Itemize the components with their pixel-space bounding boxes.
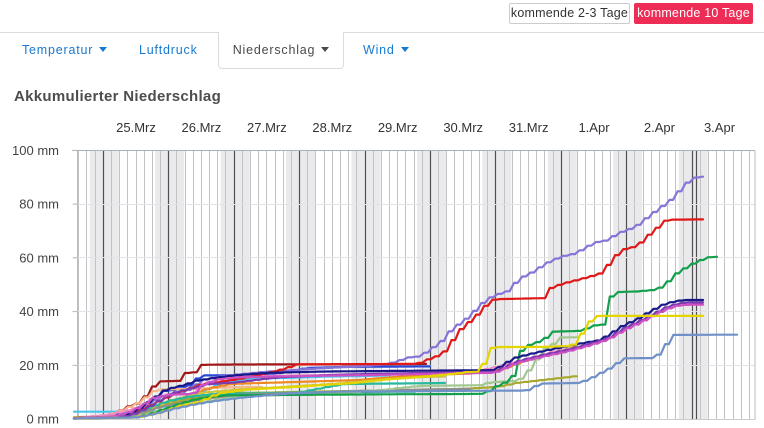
- svg-text:60 mm: 60 mm: [19, 250, 59, 265]
- svg-text:3.Apr: 3.Apr: [704, 120, 736, 135]
- svg-text:28.Mrz: 28.Mrz: [312, 120, 352, 135]
- svg-text:25.Mrz: 25.Mrz: [116, 120, 156, 135]
- svg-text:1.Apr: 1.Apr: [578, 120, 610, 135]
- svg-text:26.Mrz: 26.Mrz: [182, 120, 222, 135]
- svg-text:2.Apr: 2.Apr: [644, 120, 676, 135]
- svg-text:20 mm: 20 mm: [19, 358, 59, 373]
- svg-text:80 mm: 80 mm: [19, 197, 59, 212]
- svg-text:0 mm: 0 mm: [27, 412, 60, 427]
- svg-text:29.Mrz: 29.Mrz: [378, 120, 418, 135]
- svg-text:100 mm: 100 mm: [12, 143, 59, 158]
- svg-text:31.Mrz: 31.Mrz: [509, 120, 549, 135]
- svg-text:40 mm: 40 mm: [19, 304, 59, 319]
- svg-text:27.Mrz: 27.Mrz: [247, 120, 287, 135]
- svg-text:30.Mrz: 30.Mrz: [443, 120, 483, 135]
